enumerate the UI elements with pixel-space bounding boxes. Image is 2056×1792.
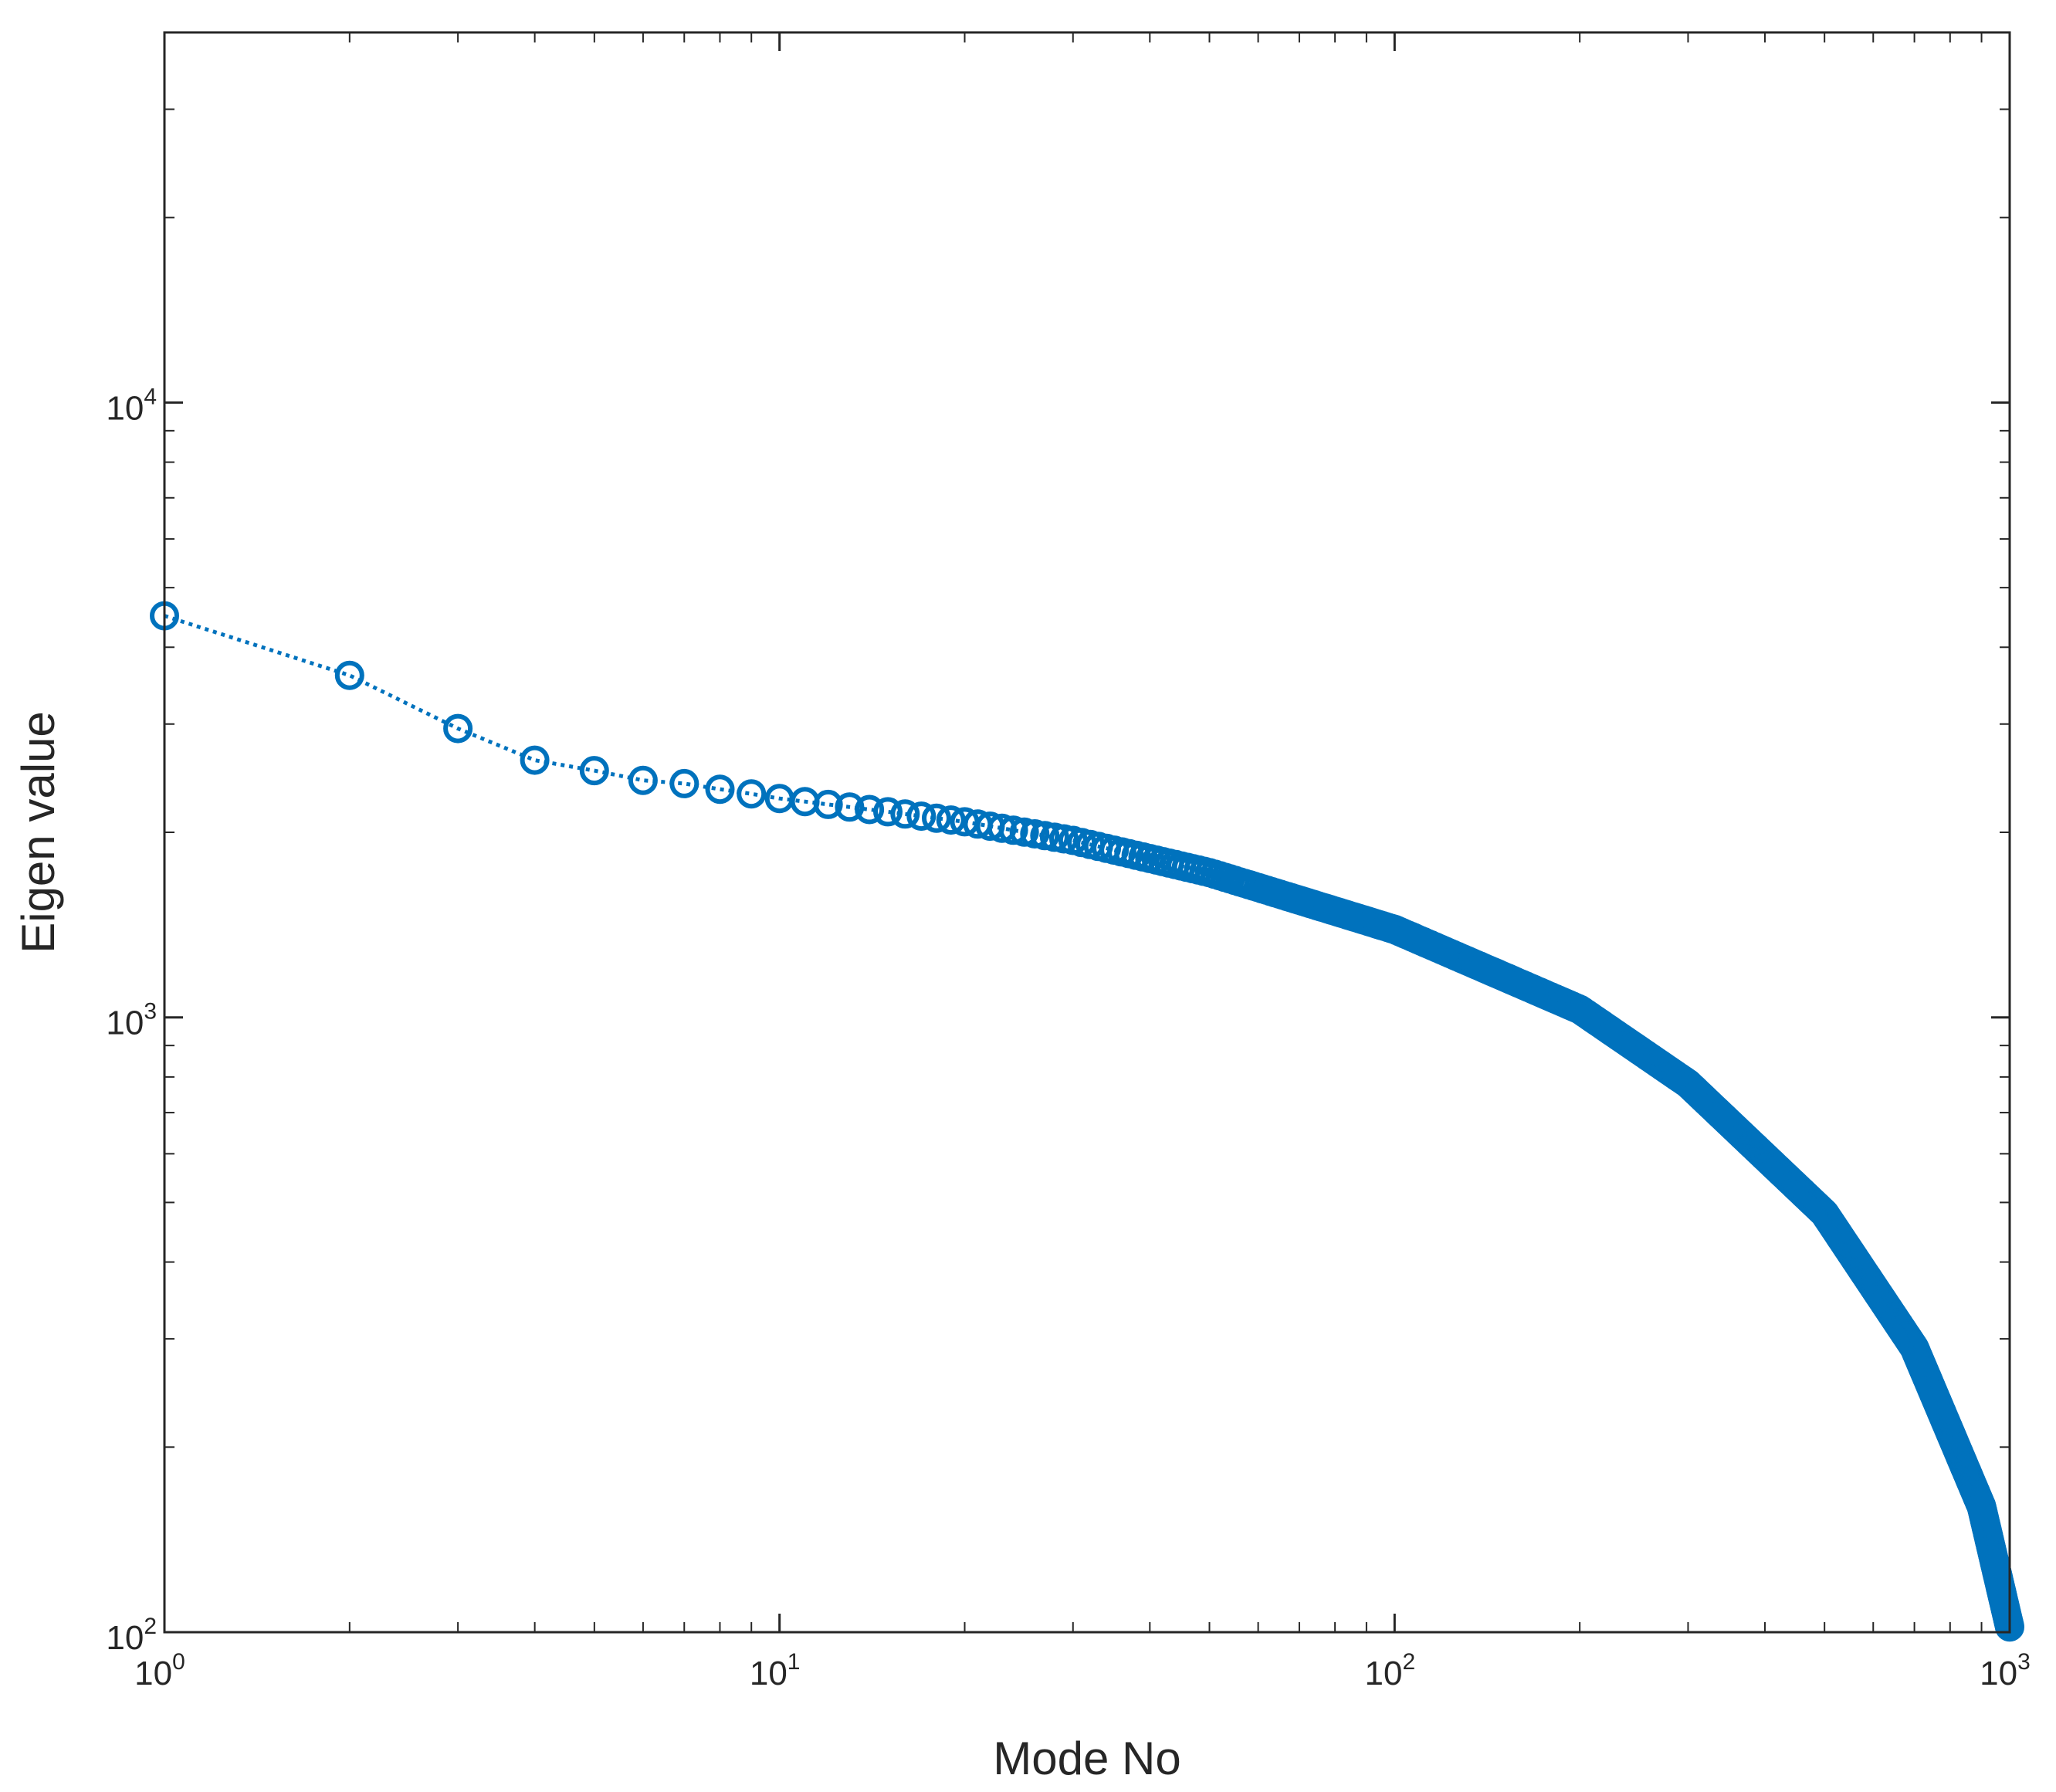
data-point: [737, 779, 767, 809]
data-point: [998, 815, 1028, 845]
data-point: [628, 765, 658, 795]
data-markers: [150, 601, 2024, 1642]
data-point: [855, 794, 885, 825]
data-point: [936, 805, 966, 835]
axes-box: [163, 31, 2011, 1634]
data-point: [922, 803, 951, 833]
x-tick-label: 101: [750, 1649, 801, 1692]
y-axis-label: Eigen value: [12, 711, 64, 954]
data-point: [705, 774, 735, 805]
data-point: [1009, 817, 1039, 847]
data-point: [906, 801, 937, 832]
y-tick-label: 104: [106, 384, 157, 427]
x-tick-label: 100: [134, 1649, 185, 1692]
data-point: [334, 660, 364, 690]
data-point: [669, 768, 699, 798]
major-ticks: [163, 32, 2011, 1634]
x-axis-label: Mode No: [993, 1733, 1180, 1784]
data-point: [835, 792, 865, 822]
data-point: [443, 713, 473, 744]
data-point: [579, 756, 609, 786]
minor-ticks: [164, 32, 2010, 1632]
x-tick-labels: 100 101 102 103: [134, 1649, 2031, 1692]
data-point: [890, 799, 920, 829]
x-tick-label: 103: [1980, 1649, 2031, 1692]
y-tick-labels: 102 103 104: [106, 384, 157, 1657]
y-tick-label: 102: [106, 1614, 157, 1657]
x-tick-label: 102: [1365, 1649, 1416, 1692]
data-point: [813, 789, 843, 819]
data-point: [873, 797, 903, 827]
data-point: [520, 745, 550, 775]
y-tick-label: 103: [106, 999, 157, 1042]
